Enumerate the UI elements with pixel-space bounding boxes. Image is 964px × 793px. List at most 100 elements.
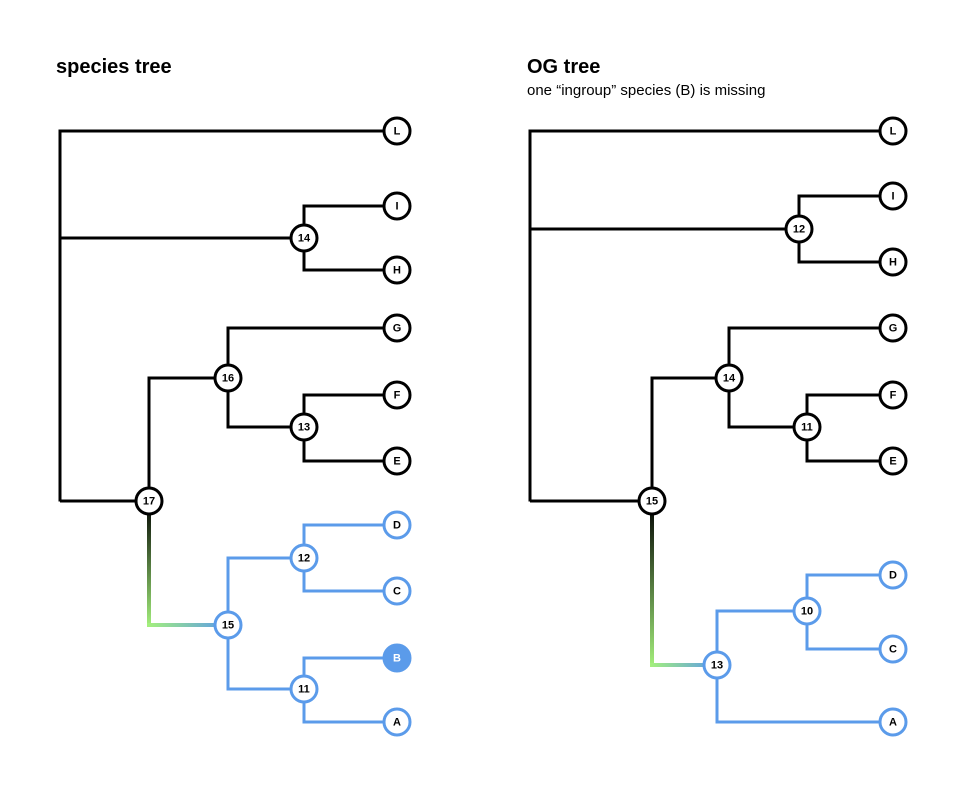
species-tree-title: species tree [56, 56, 172, 78]
species-node-label-13: 13 [298, 422, 310, 434]
species-leaf-circle-H [382, 255, 412, 285]
species-edge-n12-C [302, 558, 397, 593]
species-tree-nodes: 17 14 16 13 15 12 11 L I H G F E D C B A [134, 116, 412, 737]
og-leaf-E: E [878, 446, 908, 476]
og-node-label-13: 13 [711, 660, 723, 672]
species-edge-n13-E [302, 427, 397, 463]
species-node-label-16: 16 [222, 373, 234, 385]
species-leaf-label-E: E [393, 456, 400, 468]
species-node-label-15: 15 [222, 620, 234, 632]
species-edge-n11-A [302, 689, 397, 724]
og-tree-subtitle: one “ingroup” species (B) is missing [527, 82, 765, 99]
species-node-label-17: 17 [143, 496, 155, 508]
species-edge-n14-I [302, 204, 397, 238]
og-tree-nodes: 15 12 14 11 13 10 L I H G F E D C A [637, 116, 908, 737]
og-edge-n15-n13-vertical [650, 501, 654, 667]
og-leaf-C: C [878, 634, 908, 664]
species-leaf-label-A: A [393, 717, 401, 729]
species-edge-n12-D [302, 523, 397, 558]
og-node-label-11: 11 [801, 422, 813, 434]
species-leaf-L: L [382, 116, 412, 146]
species-node-circle-12 [289, 543, 319, 573]
species-node-label-12: 12 [298, 553, 310, 565]
species-leaf-label-C: C [393, 586, 401, 598]
og-leaf-I: I [878, 181, 908, 211]
species-edge-n17-n15-horizontal [147, 623, 228, 627]
og-node-circle-10 [792, 596, 822, 626]
species-node-17: 17 [134, 486, 164, 516]
species-leaf-C: C [382, 576, 412, 606]
species-edge-n14-H [302, 238, 397, 272]
species-leaf-D: D [382, 510, 412, 540]
og-leaf-circle-H [878, 247, 908, 277]
og-edge-n12-H [797, 229, 893, 264]
og-node-circle-15 [637, 486, 667, 516]
species-leaf-circle-G [382, 313, 412, 343]
species-node-circle-17 [134, 486, 164, 516]
species-edge-n15-n12 [226, 556, 304, 625]
species-leaf-label-I: I [395, 201, 398, 213]
og-edge-n13-A [715, 665, 893, 724]
species-node-circle-11 [289, 674, 319, 704]
species-node-label-14: 14 [298, 233, 311, 245]
og-node-label-10: 10 [801, 606, 813, 618]
species-leaf-H: H [382, 255, 412, 285]
og-edge-n15-n14 [650, 376, 729, 501]
og-leaf-L: L [878, 116, 908, 146]
og-edge-n14-G [727, 326, 893, 378]
og-leaf-circle-D [878, 560, 908, 590]
species-leaf-circle-I [382, 191, 412, 221]
species-leaf-label-B: B [393, 653, 401, 665]
species-edge-n16-n13 [226, 378, 304, 429]
og-leaf-G: G [878, 313, 908, 343]
species-leaf-E: E [382, 446, 412, 476]
og-leaf-H: H [878, 247, 908, 277]
species-edge-n13-F [302, 393, 397, 427]
og-node-11: 11 [792, 412, 822, 442]
species-leaf-circle-C [382, 576, 412, 606]
og-node-label-15: 15 [646, 496, 658, 508]
species-leaf-label-H: H [393, 265, 401, 277]
og-edge-n13-n10 [715, 609, 807, 665]
og-node-circle-14 [714, 363, 744, 393]
og-edge-n12-I [797, 194, 893, 229]
species-leaf-G: G [382, 313, 412, 343]
og-leaf-label-L: L [890, 126, 897, 138]
og-leaf-circle-I [878, 181, 908, 211]
species-leaf-label-F: F [394, 390, 401, 402]
og-leaf-label-C: C [889, 644, 897, 656]
species-node-12: 12 [289, 543, 319, 573]
og-node-12: 12 [784, 214, 814, 244]
species-leaf-circle-A [382, 707, 412, 737]
species-edge-n15-n11 [226, 625, 304, 691]
species-leaf-I: I [382, 191, 412, 221]
og-leaf-circle-A [878, 707, 908, 737]
species-node-11: 11 [289, 674, 319, 704]
og-leaf-label-A: A [889, 717, 897, 729]
species-leaf-label-G: G [393, 323, 402, 335]
species-node-circle-14 [289, 223, 319, 253]
species-leaf-circle-B [382, 643, 412, 673]
species-edge-n17-n15-vertical [147, 501, 151, 627]
og-leaf-label-E: E [889, 456, 896, 468]
og-node-10: 10 [792, 596, 822, 626]
og-leaf-circle-E [878, 446, 908, 476]
og-node-circle-11 [792, 412, 822, 442]
og-leaf-label-H: H [889, 257, 897, 269]
species-node-circle-15 [213, 610, 243, 640]
species-leaf-A: A [382, 707, 412, 737]
og-node-label-14: 14 [723, 373, 736, 385]
og-tree-title: OG tree [527, 56, 600, 78]
og-node-14: 14 [714, 363, 744, 393]
species-leaf-circle-E [382, 446, 412, 476]
species-leaf-label-L: L [394, 126, 401, 138]
og-edge-n14-n11 [727, 378, 807, 429]
og-node-15: 15 [637, 486, 667, 516]
og-leaf-circle-F [878, 380, 908, 410]
species-leaf-circle-F [382, 380, 412, 410]
og-node-circle-13 [702, 650, 732, 680]
og-leaf-circle-G [878, 313, 908, 343]
og-node-label-12: 12 [793, 224, 805, 236]
og-tree-edges [528, 129, 893, 724]
